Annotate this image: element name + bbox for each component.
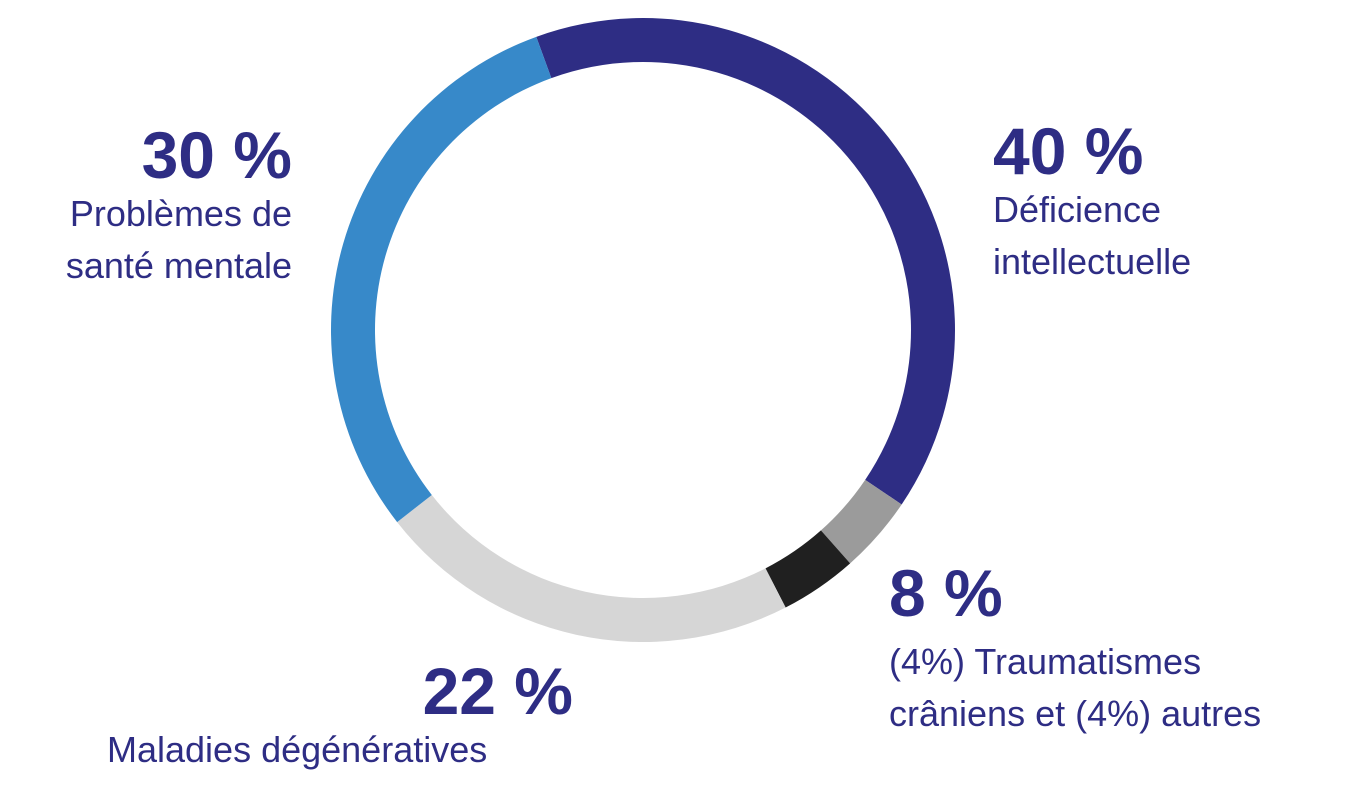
slice-degenerative: [397, 494, 786, 642]
desc-intellectual-line2: intellectuelle: [993, 241, 1192, 282]
desc-trauma-other-line2: crâniens et (4%) autres: [889, 693, 1262, 734]
label-intellectual: 40 % Déficience intellectuelle: [993, 118, 1191, 288]
percent-mental-health: 30 %: [141, 118, 292, 192]
label-trauma-other: 8 % (4%) Traumatismes crâniens et (4%) a…: [889, 560, 1261, 740]
desc-degenerative-line1: Maladies dégénératives: [107, 729, 488, 770]
desc-trauma-other-line1: (4%) Traumatismes: [889, 641, 1202, 682]
percent-trauma-other: 8 %: [889, 556, 1003, 630]
percent-degenerative: 22 %: [422, 654, 573, 728]
desc-mental-health-line1: Problèmes de: [69, 193, 292, 234]
desc-mental-health-line2: santé mentale: [65, 245, 292, 286]
desc-intellectual-line1: Déficience: [993, 189, 1162, 230]
slice-other: [765, 530, 851, 608]
label-mental-health: 30 % Problèmes de santé mentale: [66, 122, 292, 292]
slice-trauma: [820, 479, 902, 564]
label-degenerative: 22 % Maladies dégénératives: [107, 658, 577, 776]
slice-mental-health: [331, 36, 552, 523]
slice-intellectual: [536, 17, 956, 505]
percent-intellectual: 40 %: [993, 114, 1144, 188]
